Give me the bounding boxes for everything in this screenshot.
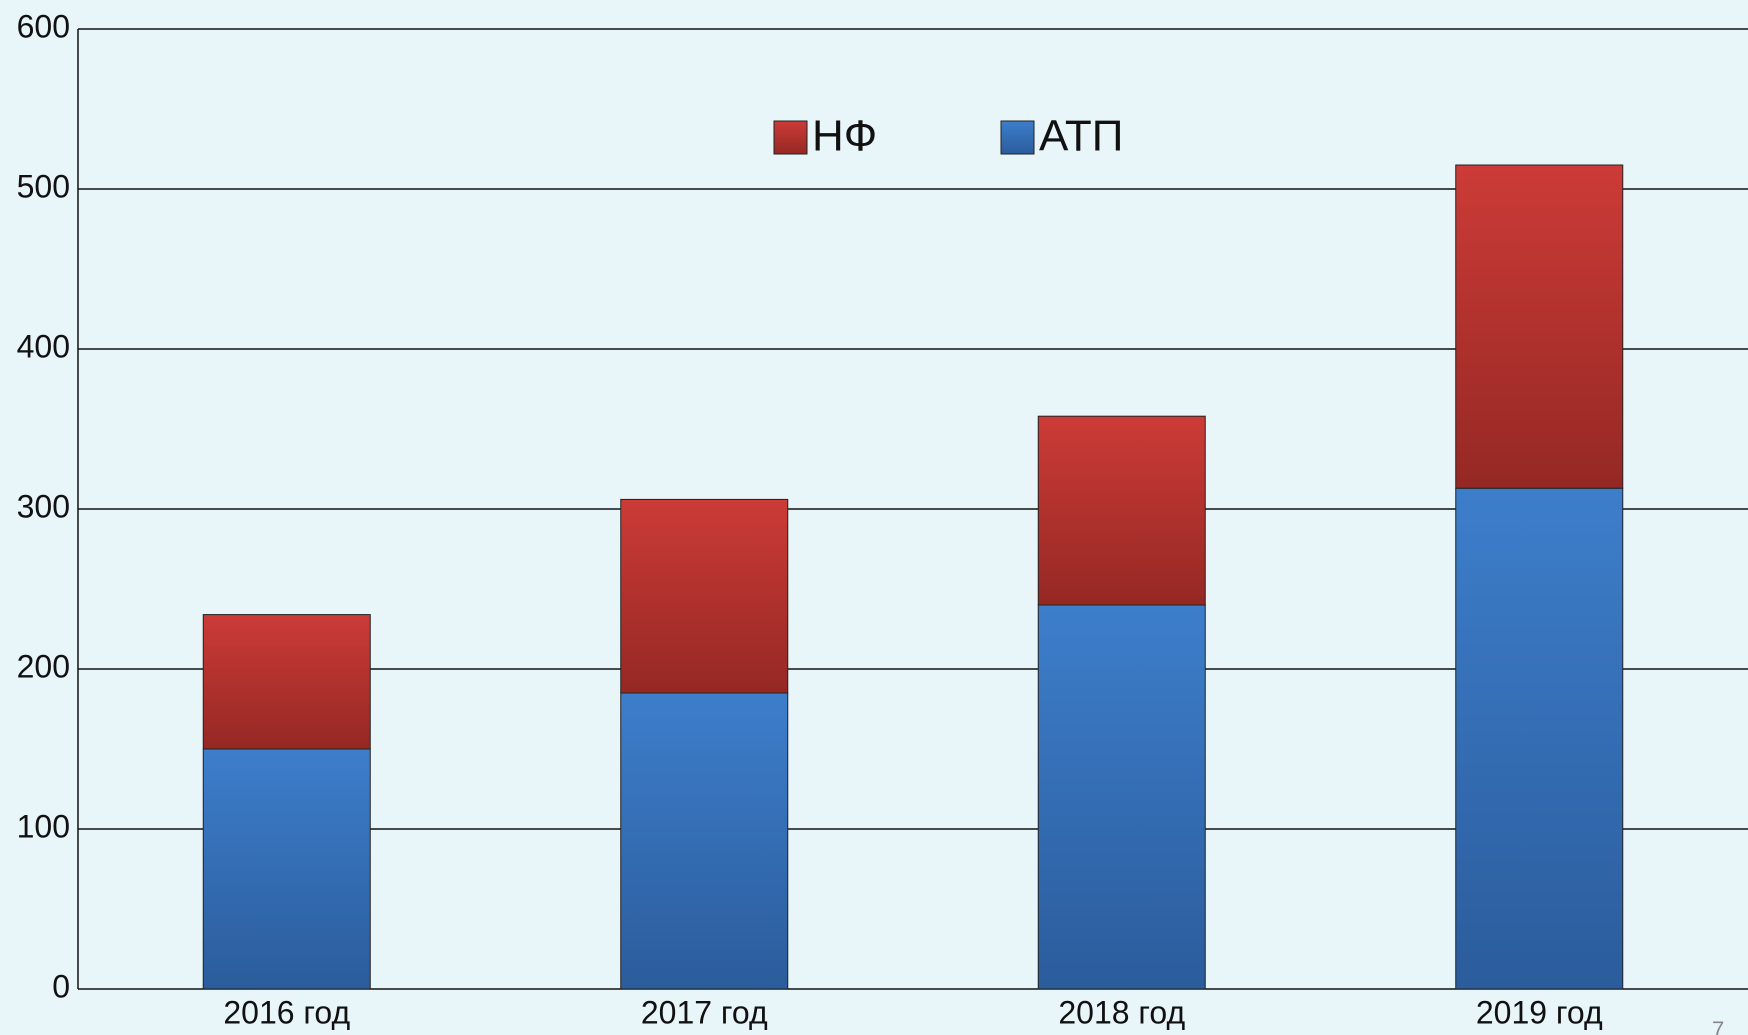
y-tick-label: 500 <box>17 168 70 204</box>
x-tick-label: 2018 год <box>1058 994 1185 1030</box>
legend-label: АТП <box>1039 112 1123 161</box>
x-tick-label: 2017 год <box>641 994 768 1030</box>
bar-segment <box>203 749 370 989</box>
bar-segment <box>1038 416 1205 605</box>
bar-segment <box>621 693 788 989</box>
x-tick-label: 2019 год <box>1476 994 1603 1030</box>
bar-segment <box>1456 165 1623 488</box>
x-tick-label: 2016 год <box>223 994 350 1030</box>
legend-label: НФ <box>812 112 877 161</box>
bar-segment <box>1456 488 1623 989</box>
y-tick-label: 200 <box>17 648 70 684</box>
y-tick-label: 0 <box>52 968 70 1004</box>
bar-segment <box>1038 605 1205 989</box>
y-tick-label: 400 <box>17 328 70 364</box>
page-number: 7 <box>1712 1017 1724 1035</box>
legend-swatch <box>1001 121 1034 154</box>
bar-segment <box>621 499 788 693</box>
bar-segment <box>203 615 370 749</box>
page: {"chart_data": {"type": "stacked-bar", "… <box>0 0 1748 1035</box>
y-tick-label: 100 <box>17 808 70 844</box>
y-tick-label: 600 <box>17 8 70 44</box>
y-tick-label: 300 <box>17 488 70 524</box>
chart: 7 0 100 200 300 400 500 600 2016 год 2017 год 201… <box>0 0 1748 1035</box>
legend-swatch <box>774 121 807 154</box>
